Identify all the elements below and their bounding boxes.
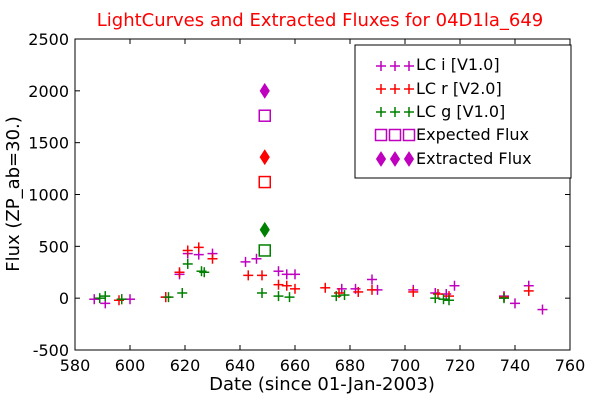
legend-label-lc-i: LC i [V1.0] [416,55,500,74]
data-point [499,293,509,304]
data-point [259,221,270,238]
legend-marker [376,61,386,71]
data-point [199,267,210,278]
data-point [430,293,441,304]
data-point [177,287,188,298]
legend-marker [376,84,386,94]
x-axis-label: Date (since 01-Jan-2003) [209,374,435,395]
x-tick-label: 640 [225,356,256,375]
x-tick-label: 760 [555,356,586,375]
data-point [438,294,449,305]
data-point [510,298,520,309]
y-tick-label: 1000 [28,186,69,205]
data-point [331,291,342,302]
data-point [258,244,271,257]
y-tick-label: 2000 [28,82,69,101]
data-point [182,258,193,269]
data-point [284,292,295,303]
data-point [273,291,284,302]
x-tick-label: 660 [280,356,311,375]
legend-marker [404,107,414,117]
y-axis-label: Flux (ZP_ab=30.) [3,116,24,272]
legend-label-expected-flux: Expected Flux [416,125,529,144]
series-0 [89,248,548,315]
x-tick-label: 680 [335,356,366,375]
x-tick-label: 700 [390,356,421,375]
legend-marker [404,84,414,94]
data-point [353,286,364,297]
data-point [207,253,218,264]
legend-marker [388,128,402,142]
data-point [257,287,267,298]
data-point [339,290,350,301]
data-point [408,286,419,297]
legend-marker [390,84,400,94]
data-point [116,294,127,305]
legend-marker [389,151,401,167]
legend-marker [376,107,386,117]
data-point [94,293,105,304]
y-tick-label: 0 [59,289,69,308]
data-point [367,284,377,295]
legend-marker [374,128,388,142]
legend-label-extracted-flux: Extracted Flux [416,149,532,168]
data-point [449,280,460,291]
chart-title: LightCurves and Extracted Fluxes for 04D… [97,10,544,31]
data-point [281,280,292,291]
legend: LC i [V1.0] LC r [V2.0] LC g [V1.0] Expe… [354,44,572,179]
data-point [290,269,300,280]
x-tick-label: 740 [500,356,531,375]
legend-marker [390,107,400,117]
data-layer [89,82,548,315]
axis-ticks: 580 600 620 640 660 680 700 720 740 760 -500 0 500 10… [28,30,585,375]
data-point [193,242,204,253]
x-tick-label: 720 [445,356,476,375]
data-point [163,292,174,303]
series-3 [258,109,271,257]
legend-marker [390,61,400,71]
data-point [273,279,284,290]
y-tick-label: 2500 [28,30,69,49]
data-point [290,283,300,294]
y-tick-label: 1500 [28,134,69,153]
data-point [257,270,267,281]
data-point [273,266,284,277]
data-point [182,245,193,256]
data-point [174,267,185,278]
data-point [240,256,251,267]
data-point [243,270,254,281]
legend-label-lc-g: LC g [V1.0] [416,102,505,121]
series-2 [94,258,509,306]
legend-marker [404,61,414,71]
data-point [251,253,262,264]
legend-marker [403,151,415,167]
legend-marker [402,128,416,142]
data-point [258,109,271,122]
data-point [100,291,111,302]
legend-markers [374,61,416,167]
data-point [444,295,454,306]
data-point [259,149,270,166]
series-4 [259,82,270,238]
x-tick-label: 620 [170,356,201,375]
data-point [89,294,100,305]
legend-label-lc-r: LC r [V2.0] [416,79,502,98]
y-tick-label: 500 [38,237,69,256]
y-tick-label: -500 [33,341,69,360]
data-point [258,175,271,189]
data-point [367,274,377,285]
data-point [537,304,548,315]
data-point [259,82,270,99]
x-tick-label: 600 [115,356,146,375]
data-point [523,285,534,296]
legend-marker [375,151,387,167]
data-point [320,282,331,293]
x-tick-label: 580 [60,356,91,375]
plot-frame [74,38,571,351]
